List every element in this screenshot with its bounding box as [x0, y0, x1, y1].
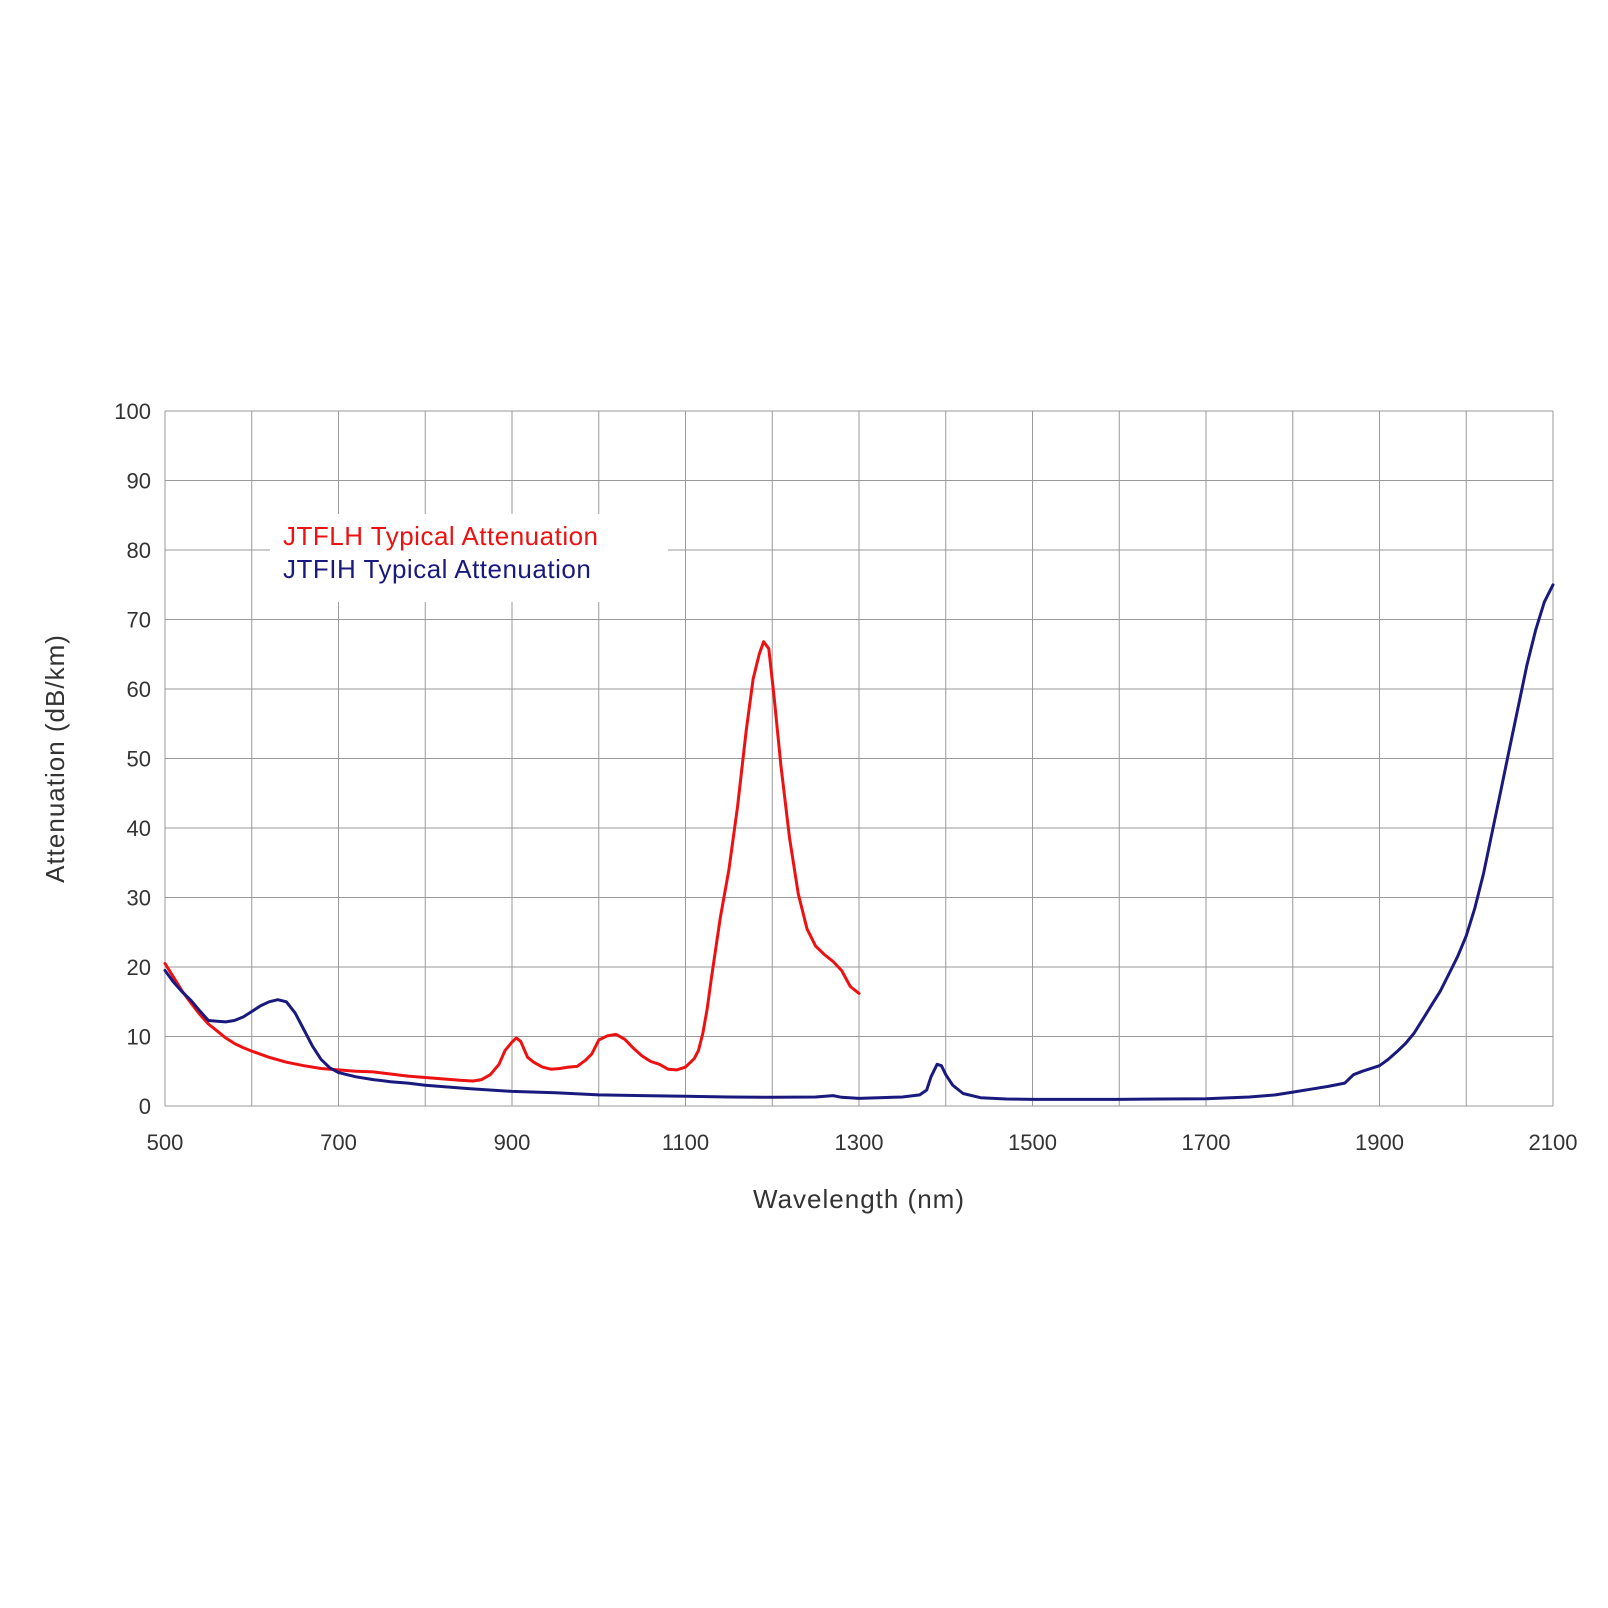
legend-box [270, 514, 668, 602]
series-lines [163, 583, 1555, 1101]
x-tick-label: 1100 [662, 1130, 709, 1155]
legend-entry-jtflh: JTFLH Typical Attenuation [283, 521, 599, 551]
x-tick-label: 1300 [835, 1130, 884, 1155]
y-tick-label: 50 [127, 747, 151, 772]
y-tick-label: 10 [127, 1025, 151, 1050]
y-tick-label: 20 [127, 955, 151, 980]
y-tick-label: 90 [127, 469, 151, 494]
x-tick-label: 900 [494, 1130, 531, 1155]
series-line-jtflh [163, 640, 861, 1083]
series-line-jtfih [163, 583, 1555, 1101]
x-tick-label: 1500 [1008, 1130, 1057, 1155]
x-tick-label: 700 [320, 1130, 357, 1155]
x-tick-label: 500 [147, 1130, 184, 1155]
y-tick-label: 60 [127, 677, 151, 702]
x-tick-label: 2100 [1529, 1130, 1578, 1155]
x-axis-title: Wavelength (nm) [753, 1184, 965, 1214]
legend-entry-jtfih: JTFIH Typical Attenuation [283, 554, 591, 584]
y-axis-title: Attenuation (dB/km) [40, 634, 70, 883]
y-tick-label: 70 [127, 608, 151, 633]
x-tick-label: 1700 [1182, 1130, 1231, 1155]
y-tick-label: 40 [127, 816, 151, 841]
y-tick-label: 30 [127, 886, 151, 911]
y-tick-label: 100 [114, 399, 151, 424]
axes: 0 10 20 30 40 50 60 70 80 90 100 500 700 900 1100 1300 1… [114, 399, 1577, 1155]
y-tick-label: 80 [127, 538, 151, 563]
x-tick-label: 1900 [1355, 1130, 1404, 1155]
y-tick-label: 0 [139, 1094, 151, 1119]
